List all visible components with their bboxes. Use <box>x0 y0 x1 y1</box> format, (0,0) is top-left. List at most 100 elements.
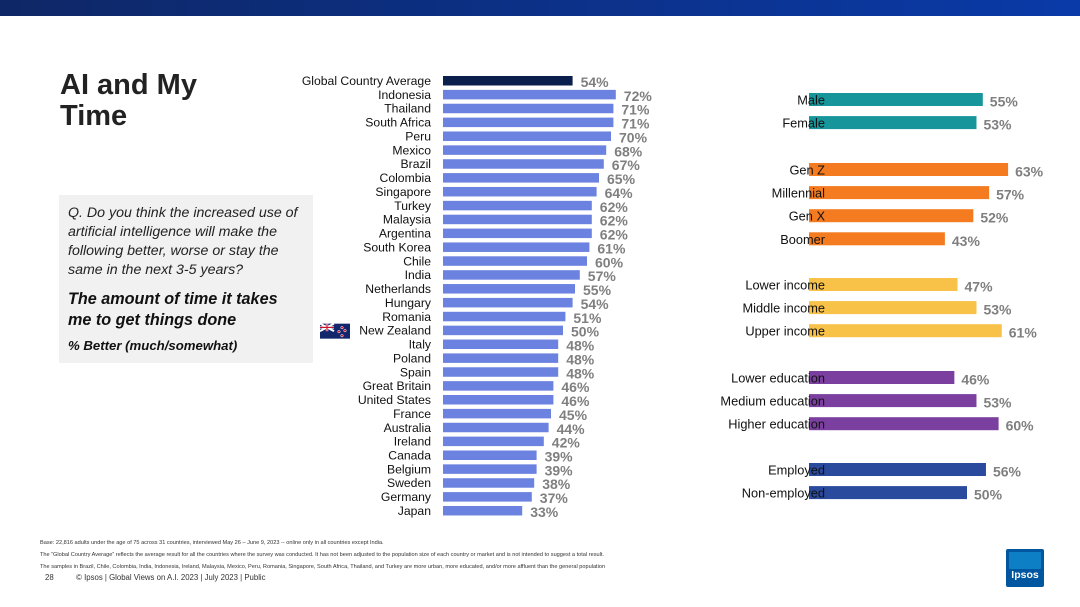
bar-united-states <box>443 395 554 405</box>
value-indonesia: 72% <box>624 88 653 104</box>
label-gen-x: Gen X <box>789 209 826 224</box>
bar-netherlands <box>443 284 575 294</box>
logo-text: Ipsos <box>1011 569 1039 581</box>
label-boomer: Boomer <box>780 232 826 247</box>
bar-boomer <box>809 232 945 246</box>
value-mexico: 68% <box>614 143 643 159</box>
value-romania: 51% <box>573 310 602 326</box>
label-canada: Canada <box>388 448 431 462</box>
value-higher-education: 60% <box>1006 418 1035 434</box>
value-gen-x: 52% <box>980 210 1009 226</box>
logo-mark <box>1009 552 1041 569</box>
label-hungary: Hungary <box>385 296 432 310</box>
bar-japan <box>443 505 523 516</box>
label-upper-income: Upper income <box>745 324 825 339</box>
value-upper-income: 61% <box>1009 325 1038 341</box>
bar-ireland <box>443 436 544 447</box>
label-south-africa: South Africa <box>365 116 431 130</box>
bar-canada <box>443 450 537 460</box>
value-non-employed: 50% <box>974 487 1003 503</box>
value-lower-education: 46% <box>961 372 990 388</box>
bar-romania <box>443 311 566 322</box>
label-global-country-average: Global Country Average <box>302 74 431 88</box>
bar-south-africa <box>443 117 614 128</box>
value-south-africa: 71% <box>621 116 650 132</box>
label-colombia: Colombia <box>380 171 432 185</box>
label-higher-education: Higher education <box>728 417 825 432</box>
label-netherlands: Netherlands <box>365 282 431 296</box>
label-france: France <box>393 407 431 421</box>
slide-title: AI and My Time <box>60 70 290 131</box>
value-medium-education: 53% <box>983 395 1012 411</box>
bar-non-employed <box>809 486 967 500</box>
value-argentina: 62% <box>600 227 629 243</box>
value-gen-z: 63% <box>1015 164 1044 180</box>
bar-brazil <box>443 159 604 169</box>
label-new-zealand: New Zealand <box>359 324 431 338</box>
label-brazil: Brazil <box>401 157 431 171</box>
bar-medium-education <box>809 394 977 408</box>
label-indonesia: Indonesia <box>378 88 431 102</box>
bar-turkey <box>443 200 592 211</box>
label-non-employed: Non-employed <box>742 486 825 501</box>
label-italy: Italy <box>409 338 432 352</box>
label-male: Male <box>797 93 825 108</box>
value-united-states: 46% <box>561 393 590 409</box>
label-female: Female <box>782 116 825 131</box>
bar-india <box>443 270 580 280</box>
footnote-samples: The samples in Brazil, Chile, Colombia, … <box>40 564 606 570</box>
bar-spain <box>443 367 559 377</box>
bar-chile <box>443 256 587 266</box>
value-singapore: 64% <box>605 185 634 201</box>
title-line-2: Time <box>60 99 128 132</box>
label-lower-education: Lower education <box>731 371 825 386</box>
label-great-britain: Great Britain <box>363 379 431 393</box>
bar-argentina <box>443 228 592 239</box>
flag-star-3 <box>337 330 341 334</box>
bar-south-korea <box>443 242 590 252</box>
flag-star-2 <box>343 329 347 333</box>
bar-malaysia <box>443 214 592 225</box>
value-employed: 56% <box>993 464 1022 480</box>
bar-australia <box>443 422 549 433</box>
bar-employed <box>809 463 986 476</box>
value-belgium: 39% <box>545 462 574 478</box>
label-spain: Spain <box>400 365 431 379</box>
bar-belgium <box>443 464 537 474</box>
flag-star-1 <box>340 326 344 330</box>
value-colombia: 65% <box>607 171 636 187</box>
label-japan: Japan <box>398 504 431 518</box>
value-france: 45% <box>559 407 588 423</box>
value-great-britain: 46% <box>561 379 590 395</box>
page-number: 28 <box>45 573 54 582</box>
value-australia: 44% <box>557 421 586 437</box>
value-canada: 39% <box>545 448 574 464</box>
bar-singapore <box>443 186 597 197</box>
label-medium-education: Medium education <box>720 394 825 409</box>
value-spain: 48% <box>566 365 595 381</box>
demographic-bar-chart: Male 55% Female 53% Gen Z 63% Millennial 57% Gen… <box>720 93 1044 503</box>
bar-great-britain <box>443 381 554 391</box>
value-thailand: 71% <box>621 102 650 118</box>
label-lower-income: Lower income <box>745 278 825 293</box>
label-united-states: United States <box>358 393 431 407</box>
bar-middle-income <box>809 301 977 315</box>
bar-hungary <box>443 297 573 308</box>
bar-peru <box>443 131 611 141</box>
label-millennial: Millennial <box>772 186 825 201</box>
value-millennial: 57% <box>996 187 1025 203</box>
value-middle-income: 53% <box>983 302 1012 318</box>
value-brazil: 67% <box>612 157 641 173</box>
bar-colombia <box>443 173 599 183</box>
bar-upper-income <box>809 324 1002 338</box>
value-global-country-average: 54% <box>581 74 610 90</box>
bar-male <box>809 93 983 106</box>
country-bar-chart: Global Country Average 54% Indonesia 72% Tha… <box>302 74 653 520</box>
bar-lower-income <box>809 278 958 291</box>
question-text: Q. Do you think the increased use of art… <box>68 205 298 278</box>
value-netherlands: 55% <box>583 282 612 298</box>
label-belgium: Belgium <box>387 462 431 476</box>
value-boomer: 43% <box>952 233 981 249</box>
bar-germany <box>443 492 532 502</box>
label-thailand: Thailand <box>384 102 431 116</box>
